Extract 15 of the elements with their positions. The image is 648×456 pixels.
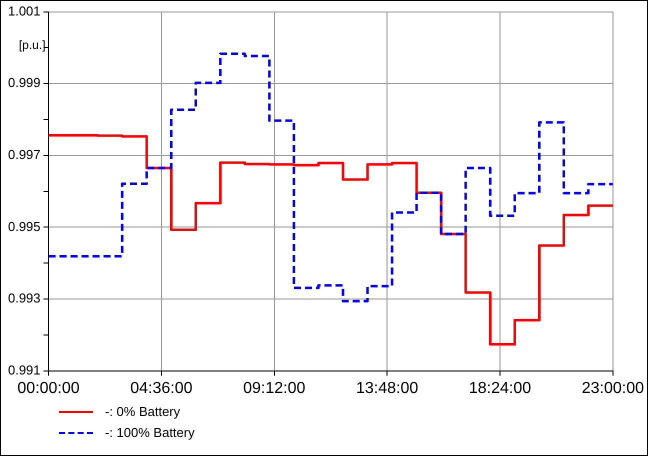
- x-tick-label: 04:36:00: [130, 380, 193, 397]
- y-tick-label: 0.993: [8, 290, 41, 306]
- y-axis-title: [p.u.]: [18, 38, 46, 52]
- legend-label: -: 100% Battery: [105, 425, 195, 440]
- y-tick-label: 0.997: [8, 146, 41, 162]
- y-tick-label: 0.999: [8, 75, 41, 90]
- x-tick-label: 09:12:00: [243, 380, 306, 397]
- x-tick-label: 18:24:00: [468, 380, 532, 397]
- y-tick-label: 0.995: [8, 218, 41, 234]
- x-tick-label: 13:48:00: [356, 380, 418, 397]
- x-tick-label: 23:00:00: [582, 380, 644, 397]
- y-tick-label: 1.001: [8, 3, 41, 18]
- y-tick-label: 0.991: [8, 362, 41, 378]
- x-tick-label: 00:00:00: [17, 380, 80, 397]
- legend-label: -: 0% Battery: [105, 404, 180, 419]
